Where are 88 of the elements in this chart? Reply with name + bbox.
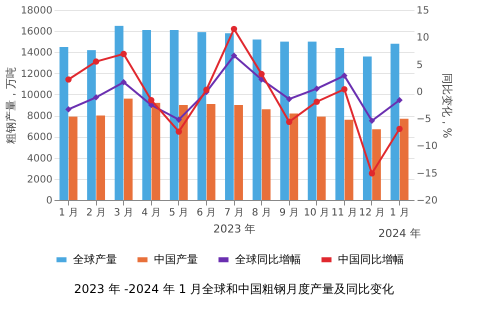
bar [252,40,262,200]
x-tick-label: 8 月 [252,208,272,218]
point [203,86,210,93]
bar [335,48,344,200]
bar [170,30,179,200]
x-tick-label: 5 月 [169,208,189,218]
y-tick-label: 2000 [27,174,52,186]
bar [390,44,400,200]
point [286,118,292,125]
legend-label: 全球同比增幅 [235,252,301,266]
point [120,79,127,86]
bar [316,116,326,200]
x-axis-title: 2023 年 [213,222,256,236]
point [65,106,72,113]
point [396,126,403,132]
point [120,50,127,58]
x-tick-label: 2 月 [86,208,106,218]
point [258,70,265,78]
bar [372,129,381,200]
x-tick-label: 11 月 [331,208,358,218]
bar [142,30,152,200]
point [176,128,182,135]
bar [262,109,271,200]
x-tick-label: 9 月 [279,208,299,218]
bar [308,42,317,200]
point [65,76,72,83]
point [92,94,100,101]
y-tick-label: 0 [46,196,52,206]
bar [197,32,206,200]
text: 2024 年 [378,227,421,240]
y2-tick-label: −15 [416,168,438,180]
bar [151,102,160,200]
point [148,96,154,104]
bar [87,50,96,200]
y2-tick-label: −5 [416,114,432,126]
point [230,52,238,59]
y2-tick-label: −10 [416,141,438,152]
x-tick-label: 1 月 [390,208,410,218]
legend-label: 中国产量 [154,252,198,266]
text: 2023 年 -2024 年 1 月全球和中国粗钢月度产量及同比变化 [74,282,394,296]
bar [68,116,78,200]
bar [289,113,298,200]
point [314,98,320,105]
point [368,118,376,124]
y2-tick-label: −20 [416,196,438,206]
y2-axis-title: 同比变化，% [440,72,454,138]
x-tick-label: 10 月 [304,208,330,218]
x-tick-label: 7 月 [224,208,244,218]
y2-tick-label: 10 [416,32,430,44]
bar [96,116,106,200]
bar [344,120,354,200]
point [230,26,238,32]
y-tick-label: 10000 [20,90,52,101]
y-tick-label: 12000 [20,68,52,80]
y-tick-label: 6000 [27,132,52,144]
y-tick-label: 14000 [20,48,52,59]
point [286,96,292,102]
bar [179,105,188,200]
y2-tick-label: 15 [416,6,430,16]
x-tick-label: 1 月 [58,208,78,218]
y-tick-label: 18000 [20,6,52,16]
y2-tick-label: 0 [416,86,423,98]
x-tick-label: 3 月 [114,208,134,218]
bar [124,98,133,200]
bar [280,42,289,200]
legend-label: 全球产量 [73,252,117,266]
legend-label: 中国同比增幅 [338,252,404,266]
bar [114,26,124,200]
x-tick-label: 4 月 [141,208,162,218]
bar [400,118,408,200]
point [341,72,348,79]
bar [225,33,234,200]
point [92,58,100,65]
y-tick-label: 8000 [27,111,52,122]
point [341,86,348,92]
y-tick-label: 16000 [20,26,52,38]
y-tick-label: 4000 [27,153,52,164]
bar [234,105,243,200]
point [314,86,320,92]
x-tick-label: 12 月 [358,208,385,218]
point [396,96,403,104]
y2-tick-label: 5 [416,60,423,71]
bar [60,46,68,200]
y-axis-title: 粗钢产量，万吨 [4,67,18,144]
point [176,116,182,123]
x-tick-label: 6 月 [196,208,216,218]
point [368,170,376,177]
bar [206,104,216,200]
